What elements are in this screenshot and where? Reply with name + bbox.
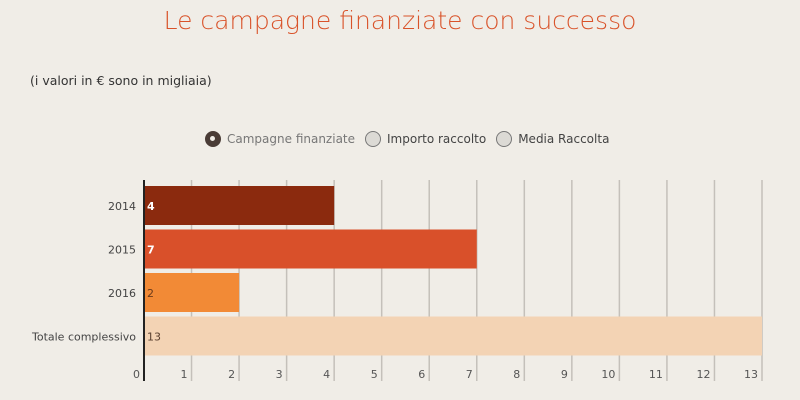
chart-title: Le campagne finanziate con successo [163, 6, 637, 35]
option-importo-raccolto[interactable]: Importo raccolto [365, 131, 486, 147]
x-tick-label: 1 [181, 368, 188, 381]
x-tick-label: 9 [561, 368, 568, 381]
bar [144, 229, 477, 269]
x-tick-label: 11 [649, 368, 663, 381]
x-tick-label: 6 [418, 368, 425, 381]
radio-selected-icon[interactable] [205, 131, 221, 147]
radio-icon[interactable] [365, 131, 382, 147]
option-campagne-finanziate[interactable]: Campagne finanziate [205, 131, 355, 147]
data-label: 2 [147, 287, 154, 300]
x-tick-label: 10 [601, 368, 615, 381]
chart-subtitle: (i valori in € sono in migliaia) [30, 73, 212, 88]
option-label: Campagne finanziate [227, 132, 356, 146]
x-tick-label: 2 [228, 368, 235, 381]
x-tick-label: 8 [513, 368, 520, 381]
x-tick-label: 4 [323, 368, 330, 381]
data-label: 4 [147, 200, 155, 213]
x-tick-label: 7 [466, 368, 473, 381]
y-category-label: 2015 [108, 244, 136, 257]
data-label: 13 [147, 331, 161, 344]
bar [144, 273, 240, 312]
option-label: Media Raccolta [518, 132, 610, 146]
y-category-label: Totale complessivo [31, 331, 136, 344]
x-tick-label: 12 [696, 368, 710, 381]
x-tick-label: 13 [744, 368, 758, 381]
x-tick-label: 5 [371, 368, 378, 381]
data-label: 7 [147, 244, 155, 257]
option-media-raccolta[interactable]: Media Raccolta [496, 131, 609, 147]
metric-selector: Campagne finanziate Importo raccolto Med… [205, 131, 609, 147]
y-category-label: 2016 [108, 287, 136, 300]
x-tick-label: 0 [133, 368, 140, 381]
x-tick-label: 3 [276, 368, 283, 381]
bar [144, 316, 762, 356]
y-category-label: 2014 [108, 200, 136, 213]
radio-icon[interactable] [496, 131, 513, 147]
option-label: Importo raccolto [387, 132, 487, 146]
bar [144, 186, 335, 225]
